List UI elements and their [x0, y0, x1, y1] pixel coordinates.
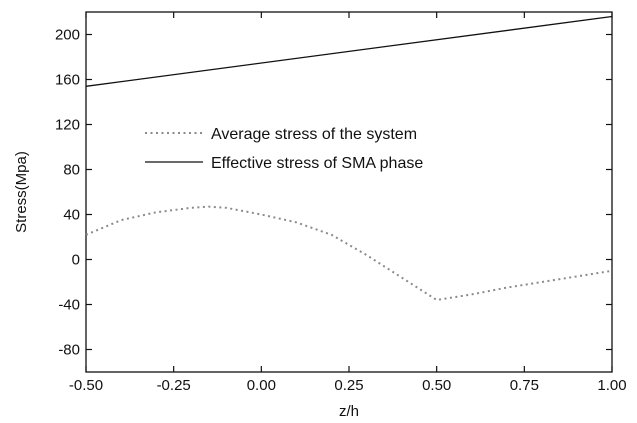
- y-tick-label: 80: [63, 162, 80, 179]
- x-tick-label: 1.00: [597, 377, 626, 394]
- y-axis-title: Stress(Mpa): [13, 151, 30, 233]
- x-tick-label: -0.25: [157, 377, 191, 394]
- x-tick-label: 0.25: [334, 377, 363, 394]
- tick-labels: -0.50 -0.25 0.00 0.25 0.50 0.75 1.00 -80 -40 0 40 8…: [55, 27, 627, 395]
- x-tick-label: 0.50: [422, 377, 451, 394]
- y-tick-label: -40: [58, 297, 80, 314]
- legend-label-effective-stress: Effective stress of SMA phase: [211, 155, 423, 172]
- y-tick-label: 200: [55, 27, 80, 44]
- axis-ticks: [85, 12, 613, 372]
- legend: Average stress of the system Effective s…: [145, 126, 423, 172]
- x-axis-title: z/h: [339, 403, 359, 420]
- average-stress-line: [85, 205, 613, 301]
- y-tick-label: 120: [55, 117, 80, 134]
- data-series: [85, 15, 613, 301]
- y-tick-label: -80: [58, 342, 80, 359]
- plot-area-frame: [85, 11, 613, 373]
- y-tick-label: 0: [72, 252, 80, 269]
- y-tick-label: 160: [55, 72, 80, 89]
- x-tick-label: -0.50: [69, 377, 103, 394]
- legend-label-average-stress: Average stress of the system: [211, 126, 417, 143]
- x-tick-label: 0.75: [510, 377, 539, 394]
- y-tick-label: 40: [63, 207, 80, 224]
- x-tick-label: 0.00: [247, 377, 276, 394]
- effective-stress-line: [85, 15, 613, 87]
